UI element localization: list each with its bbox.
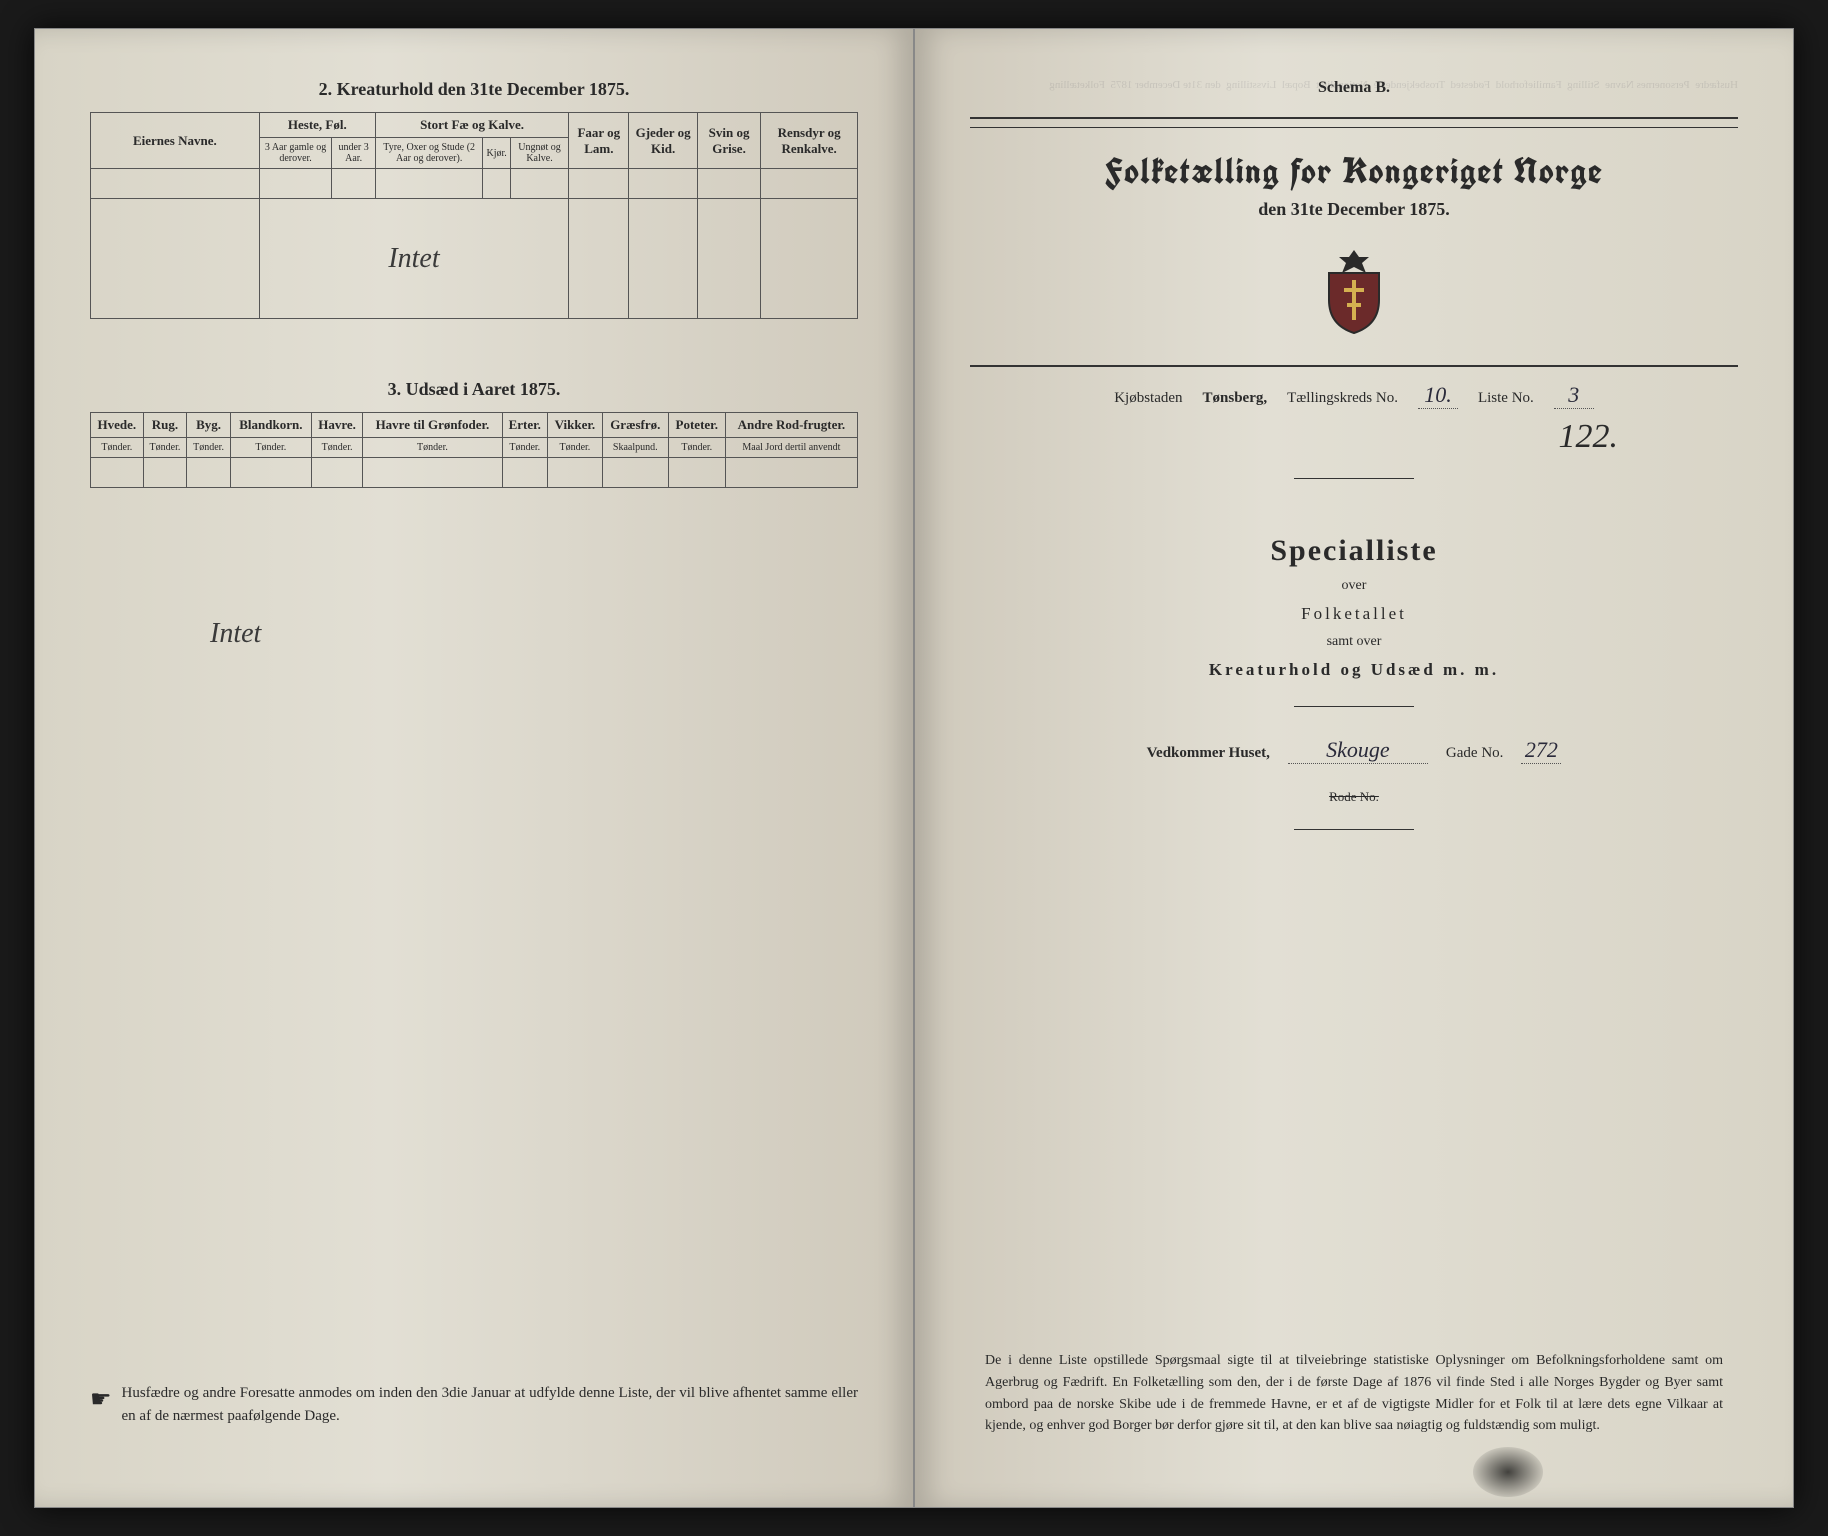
thumb-shadow (1473, 1447, 1543, 1497)
faar-header: Faar og Lam. (569, 113, 629, 169)
col-andre: Andre Rod-frugter. (725, 413, 857, 438)
liste-label: Liste No. (1478, 390, 1534, 407)
kreds-label: Tællingskreds No. (1287, 390, 1398, 407)
right-page: Husfædre Personernes Navne Stilling Fami… (914, 28, 1794, 1508)
unit: Maal Jord dertil anvendt (725, 438, 857, 458)
stort-sub3: Ungnøt og Kalve. (510, 138, 568, 169)
horizontal-rule (970, 117, 1738, 119)
kjobstaden-value: Tønsberg, (1203, 390, 1268, 407)
stort-sub1: Tyre, Oxer og Stude (2 Aar og derover). (375, 138, 483, 169)
rode-struck: Rode No. (970, 789, 1738, 805)
vedkommer-label: Vedkommer Huset, (1147, 745, 1270, 762)
col-erter: Erter. (502, 413, 547, 438)
liste-value: 3 (1554, 382, 1594, 409)
owner-header: Eiernes Navne. (91, 113, 260, 169)
unit: Tønder. (363, 438, 502, 458)
folketallet-label: Folketallet (970, 604, 1738, 624)
unit: Tønder. (547, 438, 602, 458)
vedkommer-line: Vedkommer Huset, Skouge Gade No. 272 (970, 737, 1738, 764)
unit: Tønder. (187, 438, 231, 458)
col-vikker: Vikker. (547, 413, 602, 438)
unit: Skaalpund. (602, 438, 668, 458)
unit: Tønder. (668, 438, 725, 458)
horizontal-rule (970, 127, 1738, 128)
footnote-text: Husfædre og andre Foresatte anmodes om i… (122, 1382, 858, 1427)
gade-label: Gade No. (1446, 745, 1503, 762)
col-poteter: Poteter. (668, 413, 725, 438)
book-spread: 2. Kreaturhold den 31te December 1875. E… (34, 28, 1794, 1508)
main-title: Folketælling for Kongeriget Norge (970, 148, 1738, 195)
heste-sub1: 3 Aar gamle og derover. (259, 138, 332, 169)
handwritten-intet: Intet (388, 243, 439, 274)
col-graesfro: Græsfrø. (602, 413, 668, 438)
gade-value: 272 (1521, 737, 1561, 764)
unit: Tønder. (311, 438, 363, 458)
kreatur-line: Kreaturhold og Udsæd m. m. (970, 660, 1738, 680)
section3: 3. Udsæd i Aaret 1875. Hvede. Rug. Byg. … (90, 379, 858, 650)
heste-sub2: under 3 Aar. (332, 138, 375, 169)
kjobstaden-label: Kjøbstaden (1114, 390, 1182, 407)
table-row (91, 169, 858, 199)
col-havre: Havre. (311, 413, 363, 438)
pointing-hand-icon: ☛ (90, 1382, 112, 1427)
rensdyr-header: Rensdyr og Renkalve. (761, 113, 858, 169)
unit: Tønder. (91, 438, 144, 458)
over-label: over (970, 578, 1738, 594)
vedkommer-value: Skouge (1288, 737, 1428, 764)
kreds-value: 10. (1418, 382, 1458, 409)
table-row: Intet (91, 199, 858, 319)
heste-header: Heste, Føl. (259, 113, 375, 138)
horizontal-rule (970, 365, 1738, 367)
unit: Tønder. (230, 438, 311, 458)
explanatory-paragraph: De i denne Liste opstillede Spørgsmaal s… (985, 1350, 1723, 1437)
col-havregron: Havre til Grønfoder. (363, 413, 502, 438)
district-line: Kjøbstaden Tønsberg, Tællingskreds No. 1… (970, 382, 1738, 409)
section3-title: 3. Udsæd i Aaret 1875. (90, 379, 858, 400)
col-blandkorn: Blandkorn. (230, 413, 311, 438)
stort-sub2: Kjør. (483, 138, 510, 169)
left-page: 2. Kreaturhold den 31te December 1875. E… (34, 28, 914, 1508)
schema-label: Schema B. (970, 79, 1738, 97)
col-rug: Rug. (143, 413, 187, 438)
unit: Tønder. (143, 438, 187, 458)
stort-header: Stort Fæ og Kalve. (375, 113, 568, 138)
handwritten-intet: Intet (210, 618, 261, 649)
horizontal-rule (1294, 706, 1414, 707)
table-row (91, 458, 858, 488)
horizontal-rule (1294, 829, 1414, 830)
samt-over-label: samt over (970, 634, 1738, 650)
unit: Tønder. (502, 438, 547, 458)
udsaed-table: Hvede. Rug. Byg. Blandkorn. Havre. Havre… (90, 412, 858, 488)
specialliste-title: Specialliste (970, 534, 1738, 568)
col-hvede: Hvede. (91, 413, 144, 438)
footnote: ☛ Husfædre og andre Foresatte anmodes om… (90, 1382, 858, 1427)
horizontal-rule (1294, 478, 1414, 479)
col-byg: Byg. (187, 413, 231, 438)
gjeder-header: Gjeder og Kid. (629, 113, 697, 169)
svin-header: Svin og Grise. (697, 113, 760, 169)
coat-of-arms-icon (970, 245, 1738, 340)
section2-title: 2. Kreaturhold den 31te December 1875. (90, 79, 858, 100)
main-subtitle: den 31te December 1875. (970, 199, 1738, 220)
kreaturhold-table: Eiernes Navne. Heste, Føl. Stort Fæ og K… (90, 112, 858, 319)
page-number-handwritten: 122. (970, 418, 1738, 456)
